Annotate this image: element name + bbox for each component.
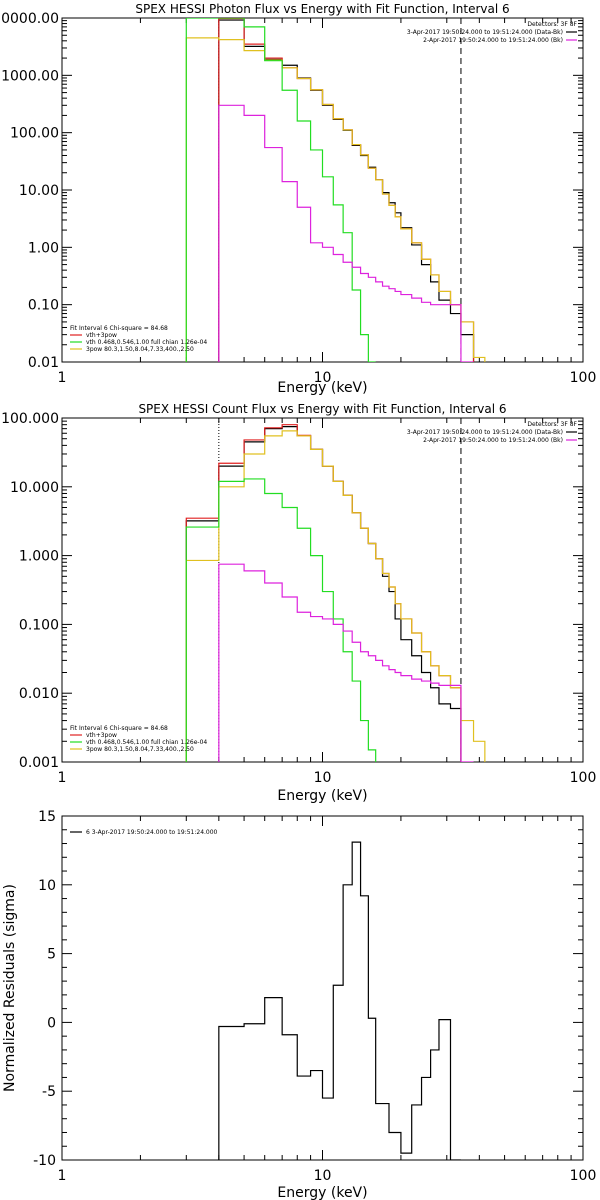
y-tick-label: 0.100	[19, 617, 59, 633]
series-line-1	[185, 424, 462, 762]
series-line-2	[185, 37, 486, 362]
legend-right-entry: 2-Apr-2017 19:50:24.000 to 19:51:24.000 …	[423, 437, 563, 444]
legend-left-entry: vth 0.468,0.546,1.00 full chian 1.26e-04	[86, 339, 207, 346]
y-tick-label: 100.00	[10, 126, 59, 142]
x-tick-label: 10	[314, 370, 332, 386]
y-tick-label: 15	[38, 809, 56, 825]
legend-right-header: Detectors: 3F 8F	[527, 21, 577, 28]
legend-right: Detectors: 3F 8F3-Apr-2017 19:50:24.000 …	[407, 421, 578, 444]
photon-flux-panel: SPEX HESSI Photon Flux vs Energy with Fi…	[0, 2, 596, 396]
y-tick-label: 1.00	[28, 240, 59, 256]
chart-title: SPEX HESSI Photon Flux vs Energy with Fi…	[135, 2, 509, 16]
y-tick-label: -5	[42, 1084, 56, 1100]
x-axis-label: Energy (keV)	[277, 1185, 367, 1200]
plot-frame	[61, 815, 584, 1161]
x-tick-label: 1	[58, 370, 67, 386]
legend-right-entry: 3-Apr-2017 19:50:24.000 to 19:51:24.000 …	[407, 429, 563, 436]
plot-frame	[61, 17, 584, 363]
x-ticks	[61, 816, 572, 1160]
x-axis-label: Energy (keV)	[277, 788, 367, 804]
count-flux-panel: SPEX HESSI Count Flux vs Energy with Fit…	[1, 402, 596, 804]
y-tick-label: 0	[47, 1015, 56, 1031]
legend-left: Fit Interval 6 Chi-square = 84.68vth+3po…	[70, 725, 207, 753]
legend-right-entry: 2-Apr-2017 19:50:24.000 to 19:51:24.000 …	[423, 37, 563, 44]
legend-left-entry: 6 3-Apr-2017 19:50:24.000 to 19:51:24.00…	[86, 829, 218, 836]
x-tick-label: 100	[570, 370, 597, 386]
series-line-4	[218, 563, 474, 762]
x-tick-label: 10	[314, 1168, 332, 1184]
legend-left-entry: vth 0.468,0.546,1.00 full chian 1.26e-04	[86, 739, 207, 746]
y-tick-label: -10	[33, 1153, 56, 1169]
legend-left-entry: vth+3pow	[86, 732, 117, 739]
series-line-3	[185, 18, 376, 362]
legend-left: 6 3-Apr-2017 19:50:24.000 to 19:51:24.00…	[70, 829, 218, 836]
series-line-0	[218, 841, 461, 1160]
legend-left-header: Fit Interval 6 Chi-square = 84.68	[70, 725, 168, 732]
y-tick-label: 10.00	[19, 183, 59, 199]
series-group	[185, 18, 486, 362]
series-line-4	[218, 104, 474, 362]
y-tick-label: 0.10	[28, 298, 59, 314]
series-line-3	[185, 478, 377, 762]
x-ticks	[61, 18, 572, 362]
y-tick-label: 5	[47, 947, 56, 963]
y-ticks	[62, 20, 583, 363]
legend-left-header: Fit Interval 6 Chi-square = 84.68	[70, 325, 168, 332]
y-tick-label: 0.01	[28, 355, 59, 371]
series-line-1	[218, 18, 475, 362]
series-line-2	[185, 430, 486, 762]
legend-right: Detectors: 3F 8F3-Apr-2017 19:50:24.000 …	[407, 21, 578, 44]
legend-right-header: Detectors: 3F 8F	[527, 421, 577, 428]
series-line-0	[218, 19, 475, 362]
y-tick-label: 10000.00	[0, 11, 59, 27]
y-axis-label: Normalized Residuals (sigma)	[2, 884, 18, 1092]
legend-left-entry: vth+3pow	[86, 332, 117, 339]
x-tick-label: 10	[314, 770, 332, 786]
y-tick-label: 0.010	[19, 686, 59, 702]
series-group	[218, 841, 461, 1160]
legend-left-entry: 3pow 80.3,1.50,8.04,7.33,400.,2.50	[86, 746, 194, 753]
y-ticks	[62, 815, 583, 1161]
y-tick-label: 1.000	[19, 549, 59, 565]
x-tick-label: 1	[58, 1168, 67, 1184]
legend-right-entry: 3-Apr-2017 19:50:24.000 to 19:51:24.000 …	[407, 29, 563, 36]
series-group	[185, 424, 486, 762]
legend-left: Fit Interval 6 Chi-square = 84.68vth+3po…	[70, 325, 207, 353]
y-tick-label: 100.000	[1, 411, 59, 427]
legend-left-entry: 3pow 80.3,1.50,8.04,7.33,400.,2.50	[86, 346, 194, 353]
chart-title: SPEX HESSI Count Flux vs Energy with Fit…	[138, 402, 506, 416]
y-tick-label: 10.000	[10, 480, 59, 496]
x-tick-label: 1	[58, 770, 67, 786]
series-line-0	[185, 425, 462, 762]
x-tick-label: 100	[570, 770, 597, 786]
y-tick-label: 10	[38, 878, 56, 894]
x-axis-label: Energy (keV)	[277, 380, 367, 396]
y-tick-label: 0.001	[19, 755, 59, 771]
residuals-panel: Energy (keV) Normalized Residuals (sigma)…	[2, 809, 596, 1200]
x-tick-label: 100	[570, 1168, 597, 1184]
y-tick-label: 1000.00	[1, 68, 59, 84]
y-ticks	[62, 420, 583, 763]
x-ticks	[61, 418, 572, 762]
